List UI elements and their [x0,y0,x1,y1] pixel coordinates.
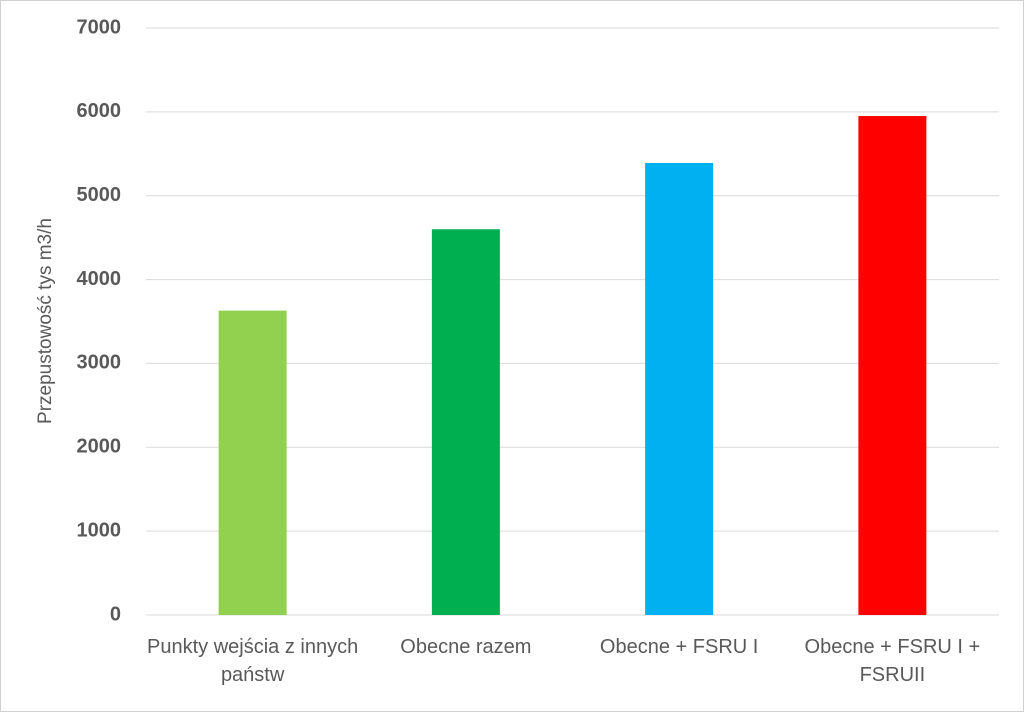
bar [218,310,287,615]
x-tick-label: Obecne + FSRU I + FSRUII [804,636,981,686]
y-tick-label: 0 [110,603,121,625]
y-axis-label: Przepustowość tys m3/h [35,218,56,424]
bar [858,116,927,616]
bar [645,163,714,615]
y-tick-label: 4000 [77,268,122,290]
bar [431,229,500,615]
y-tick-label: 7000 [77,16,122,38]
y-tick-label: 2000 [77,436,122,458]
y-tick-label: 1000 [77,519,122,541]
y-tick-label: 6000 [77,100,122,122]
y-tick-label: 3000 [77,352,122,374]
x-tick-label: Obecne + FSRU I [599,636,759,658]
x-tick-label: Punkty wejścia z innych państw [147,636,359,686]
y-tick-label: 5000 [77,184,122,206]
x-tick-label: Obecne razem [400,636,532,658]
